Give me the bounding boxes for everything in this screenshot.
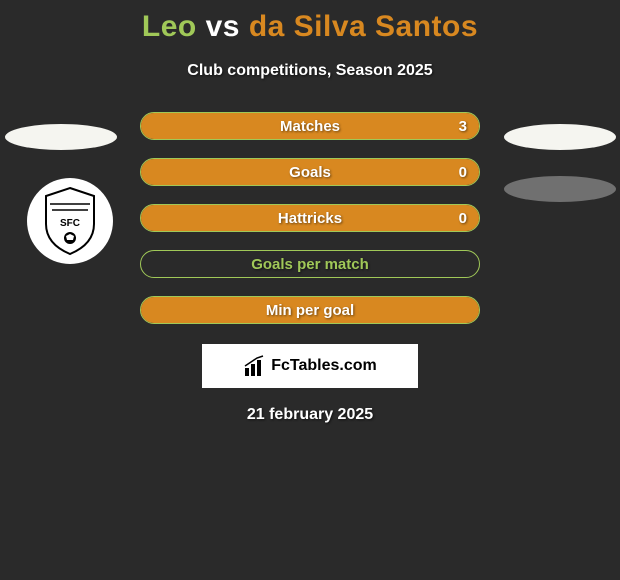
player2-name: da Silva Santos [249,10,478,43]
stat-value-right: 0 [459,164,467,181]
stat-row: Matches 3 [140,112,480,140]
player1-name: Leo [142,10,197,43]
badge-text: SFC [60,218,80,229]
stat-label: Hattricks [278,210,342,227]
stat-label: Goals [289,164,331,181]
stat-label: Matches [280,118,340,135]
club-badge-svg: SFC [40,186,100,256]
player1-marker-ellipse [5,124,117,150]
stat-label: Goals per match [251,256,369,273]
subtitle: Club competitions, Season 2025 [0,62,620,80]
player2-marker-ellipse-bottom [504,176,616,202]
stat-label: Min per goal [266,302,354,319]
club-badge: SFC [27,178,113,264]
player2-marker-ellipse-top [504,124,616,150]
stat-row: Goals per match [140,250,480,278]
date-text: 21 february 2025 [0,406,620,424]
stat-row: Hattricks 0 [140,204,480,232]
branding-text: FcTables.com [271,357,377,375]
stat-value-right: 0 [459,210,467,227]
comparison-title: Leo vs da Silva Santos [0,0,620,44]
stat-value-right: 3 [459,118,467,135]
stat-row: Goals 0 [140,158,480,186]
stat-row: Min per goal [140,296,480,324]
branding-banner: FcTables.com [202,344,418,388]
vs-separator: vs [197,10,249,43]
chart-icon [243,354,267,378]
